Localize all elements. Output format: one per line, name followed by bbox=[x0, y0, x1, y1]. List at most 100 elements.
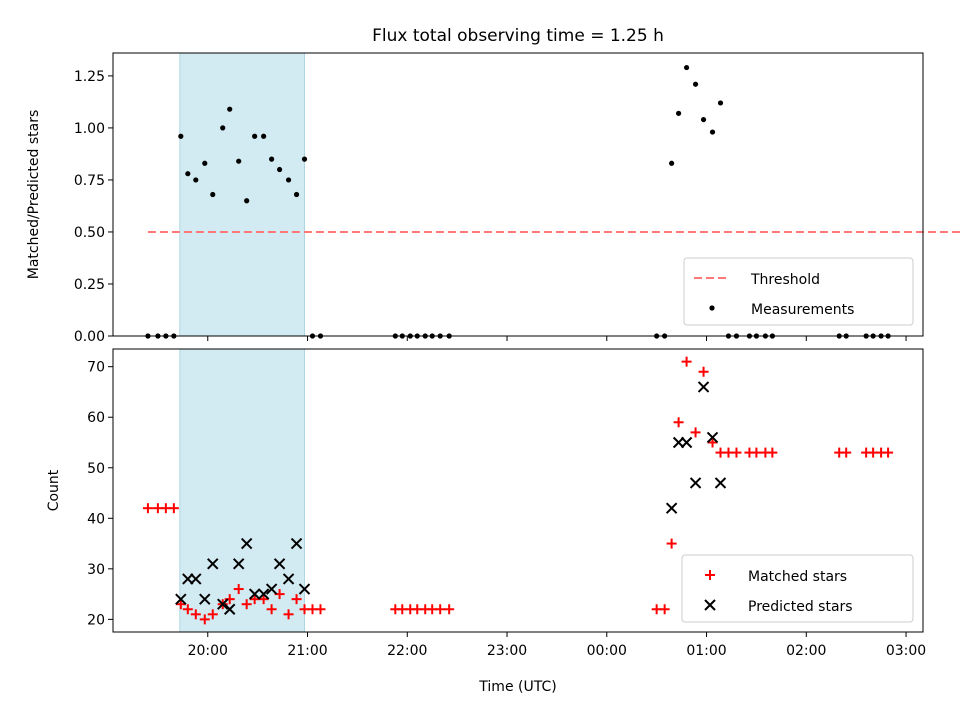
x-tick-label: 20:00 bbox=[188, 643, 228, 659]
legend-threshold-label: Threshold bbox=[750, 272, 820, 288]
ratio-panel: 0.00 0.25 0.50 0.75 1.00 1.25 Matched/Predicte… bbox=[26, 52, 960, 345]
measurement-point bbox=[285, 177, 292, 183]
predicted-star-point bbox=[680, 436, 693, 449]
matched-star-point bbox=[707, 437, 718, 448]
y-tick-label: 60 bbox=[87, 410, 105, 426]
matched-star-point bbox=[698, 366, 709, 377]
ratio-legend bbox=[683, 257, 914, 326]
y-tick-label: 0.50 bbox=[74, 225, 105, 241]
measurement-point bbox=[185, 171, 191, 177]
predicted-star-point bbox=[714, 477, 727, 489]
measurement-point bbox=[244, 198, 250, 204]
predicted-star-point bbox=[689, 477, 702, 489]
legend-matched-swatch bbox=[705, 570, 715, 580]
matched-star-point bbox=[435, 604, 446, 615]
y-tick-label: 1.25 bbox=[74, 69, 105, 85]
y-axis-label: Matched/Predicted stars bbox=[26, 110, 42, 280]
y-tick-label: 30 bbox=[87, 562, 105, 578]
predicted-star-point bbox=[190, 573, 202, 585]
x-tick-label: 22:00 bbox=[387, 643, 427, 659]
matched-star-point bbox=[207, 609, 218, 620]
x-tick-label: 00:00 bbox=[587, 643, 627, 659]
y-tick-label: 0.00 bbox=[74, 329, 105, 345]
y-tick-label: 40 bbox=[87, 511, 105, 527]
measurement-point bbox=[252, 133, 258, 139]
predicted-star-point bbox=[697, 381, 710, 393]
predicted-star-point bbox=[298, 583, 311, 595]
predicted-star-point bbox=[217, 598, 229, 610]
measurement-point bbox=[236, 158, 242, 164]
matched-star-point bbox=[444, 604, 455, 615]
predicted-star-point bbox=[706, 431, 719, 444]
measurement-point bbox=[276, 166, 283, 173]
legend-measurements-label: Measurements bbox=[751, 302, 854, 318]
matched-star-point bbox=[731, 447, 742, 458]
matched-star-point bbox=[175, 599, 186, 610]
measurement-point bbox=[261, 133, 267, 139]
plot-frame bbox=[112, 52, 924, 337]
matched-star-point bbox=[258, 594, 269, 605]
measurement-point bbox=[669, 160, 675, 166]
matched-star-point bbox=[690, 427, 701, 438]
predicted-star-point bbox=[282, 573, 295, 585]
measurement-point bbox=[683, 64, 690, 71]
x-tick-label: 01:00 bbox=[686, 643, 726, 659]
measurement-point bbox=[676, 110, 682, 116]
predicted-star-point bbox=[290, 537, 303, 550]
predicted-star-point bbox=[248, 588, 261, 600]
measurement-point bbox=[717, 100, 724, 106]
matched-star-point bbox=[841, 447, 852, 458]
predicted-star-point bbox=[199, 593, 211, 605]
measurement-point bbox=[301, 156, 308, 162]
matched-star-point bbox=[751, 447, 762, 458]
matched-star-point bbox=[673, 417, 684, 428]
predicted-star-point bbox=[265, 583, 278, 595]
matched-star-point bbox=[142, 503, 153, 514]
y-tick-label: 1.00 bbox=[74, 121, 105, 137]
matched-star-point bbox=[233, 584, 244, 595]
matched-star-point bbox=[315, 604, 326, 615]
matched-star-point bbox=[199, 614, 210, 625]
matched-star-point bbox=[659, 604, 670, 615]
x-tick-label: 03:00 bbox=[886, 643, 926, 659]
predicted-star-point bbox=[232, 558, 245, 570]
y-tick-label: 0.75 bbox=[74, 173, 105, 189]
measurement-point bbox=[700, 116, 707, 123]
matched-star-point bbox=[182, 604, 193, 615]
predicted-star-point bbox=[175, 593, 187, 605]
matched-star-point bbox=[666, 538, 677, 549]
measurement-point bbox=[220, 125, 226, 131]
y-axis-label: Count bbox=[46, 469, 62, 511]
matched-star-point bbox=[190, 609, 201, 620]
observing-window-band bbox=[179, 348, 305, 633]
measurement-point bbox=[692, 81, 699, 87]
predicted-star-point bbox=[665, 502, 678, 514]
legend-matched-label: Matched stars bbox=[748, 569, 847, 585]
matched-star-point bbox=[883, 447, 894, 458]
measurement-point bbox=[709, 129, 716, 135]
predicted-star-point bbox=[240, 537, 253, 550]
y-tick-label: 50 bbox=[87, 461, 105, 477]
legend-measurements-swatch bbox=[709, 305, 715, 311]
y-tick-label: 20 bbox=[87, 612, 105, 628]
predicted-star-point bbox=[257, 588, 270, 600]
measurement-point bbox=[202, 160, 208, 166]
matched-star-point bbox=[283, 609, 294, 620]
measurement-point bbox=[210, 191, 216, 198]
measurement-point bbox=[178, 133, 184, 139]
matched-star-point bbox=[241, 599, 252, 610]
x-tick-label: 23:00 bbox=[487, 643, 527, 659]
x-axis-label: Time (UTC) bbox=[478, 679, 556, 695]
matched-star-point bbox=[168, 503, 179, 514]
observing-window-band bbox=[179, 52, 305, 337]
predicted-star-point bbox=[273, 558, 286, 570]
measurement-point bbox=[293, 191, 300, 198]
matched-star-point bbox=[291, 594, 302, 605]
predicted-star-point bbox=[207, 558, 219, 570]
matched-star-point bbox=[767, 447, 778, 458]
matched-star-point bbox=[249, 594, 260, 605]
measurement-point bbox=[193, 177, 199, 183]
figure-title: Flux total observing time = 1.25 h bbox=[372, 26, 664, 46]
y-tick-label: 70 bbox=[87, 360, 105, 376]
